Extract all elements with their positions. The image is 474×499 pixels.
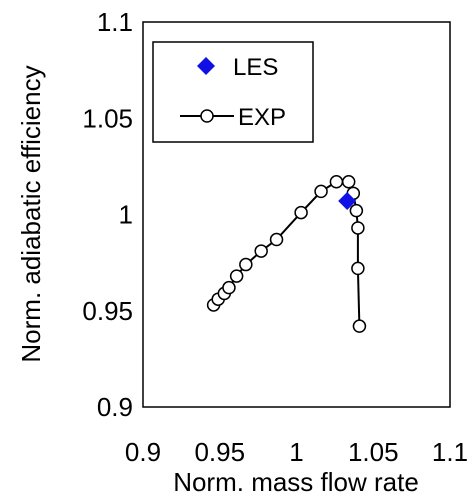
x-tick-label: 1.1 [432,437,468,467]
exp-data-point [254,244,268,258]
y-tick-label: 0.9 [97,392,133,422]
exp-data-point [352,319,367,333]
legend-les-label: LES [233,54,278,81]
exp-data-point [222,280,236,295]
exp-data-point [341,175,356,189]
x-tick-label: 1 [289,437,303,467]
legend: LES EXP [152,41,314,143]
legend-les-marker [197,57,215,75]
y-tick-label: 1.05 [82,103,133,133]
legend-exp-marker [200,109,214,123]
x-tick-label: 1.05 [348,437,399,467]
plot-area-frame [142,21,451,408]
exp-data-point [349,203,364,218]
exp-data-point [269,232,284,247]
exp-data-point [329,175,344,189]
legend-exp-label: EXP [238,104,286,131]
exp-data-point [351,221,365,235]
exp-data-point [239,257,253,272]
exp-data-point [314,184,328,199]
y-tick-label: 1 [119,200,133,230]
exp-data-point [351,261,365,276]
x-tick-label: 0.95 [194,437,245,467]
y-axis-title: Norm. adiabatic efficiency [16,65,46,362]
x-tick-label: 0.9 [125,437,161,467]
legend-box [152,41,314,143]
exp-data-point [294,205,308,220]
y-tick-label: 1.1 [97,7,133,37]
y-tick-label: 0.95 [82,296,133,326]
les-data-point [338,192,357,211]
series-layer [206,175,367,333]
x-tick-labels: 0.9 0.95 1 1.05 1.1 [125,437,468,467]
exp-data-point [229,269,244,283]
x-axis-title: Norm. mass flow rate [173,467,419,497]
y-tick-labels: 0.9 0.95 1 1.05 1.1 [82,7,133,422]
exp-series-line [212,180,361,327]
